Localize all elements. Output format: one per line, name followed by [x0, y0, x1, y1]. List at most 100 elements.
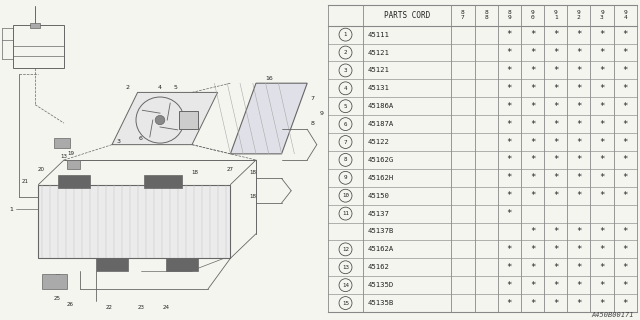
Text: 9: 9 [320, 111, 324, 116]
Text: *: * [599, 102, 605, 111]
Text: *: * [576, 66, 582, 75]
Text: *: * [553, 299, 558, 308]
Text: 1: 1 [344, 32, 348, 37]
Text: 7: 7 [310, 96, 314, 101]
Text: 8: 8 [344, 157, 348, 162]
Text: 13: 13 [61, 155, 67, 159]
Text: *: * [553, 84, 558, 93]
Text: 18: 18 [192, 170, 198, 175]
Text: *: * [553, 102, 558, 111]
Text: *: * [553, 281, 558, 290]
Text: *: * [599, 227, 605, 236]
Text: *: * [599, 30, 605, 39]
Text: 45187A: 45187A [367, 121, 394, 127]
Text: *: * [576, 48, 582, 57]
Text: *: * [553, 156, 558, 164]
Text: 4: 4 [344, 86, 348, 91]
Text: 10: 10 [342, 193, 349, 198]
Text: *: * [507, 209, 512, 218]
Bar [96, 258, 128, 271]
Text: *: * [576, 173, 582, 182]
Bar [13, 25, 64, 68]
Text: *: * [507, 48, 512, 57]
Text: *: * [623, 120, 628, 129]
Text: 14: 14 [342, 283, 349, 288]
Circle shape [155, 116, 165, 125]
Text: 45162: 45162 [367, 264, 389, 270]
Text: *: * [530, 48, 535, 57]
Text: 7: 7 [344, 140, 348, 145]
Text: 19: 19 [67, 151, 74, 156]
Text: 13: 13 [342, 265, 349, 270]
Text: *: * [623, 173, 628, 182]
Text: *: * [599, 245, 605, 254]
Text: *: * [599, 48, 605, 57]
Text: 14: 14 [70, 161, 77, 165]
Polygon shape [230, 83, 307, 154]
Text: 12: 12 [342, 247, 349, 252]
Text: *: * [507, 102, 512, 111]
Bar [38, 185, 230, 258]
Text: *: * [530, 227, 535, 236]
Text: 45122: 45122 [367, 139, 389, 145]
Text: *: * [623, 299, 628, 308]
Text: 21: 21 [22, 179, 29, 184]
Text: 11: 11 [342, 211, 349, 216]
Text: *: * [623, 156, 628, 164]
Text: 18: 18 [250, 194, 256, 199]
Text: *: * [576, 138, 582, 147]
Text: *: * [599, 173, 605, 182]
Text: *: * [530, 299, 535, 308]
Text: 2: 2 [126, 85, 130, 90]
Text: *: * [576, 102, 582, 111]
Text: *: * [599, 191, 605, 200]
Text: 27: 27 [227, 167, 234, 172]
Text: *: * [576, 84, 582, 93]
Text: *: * [553, 66, 558, 75]
Text: 25: 25 [54, 296, 61, 301]
Text: 8
9: 8 9 [508, 11, 511, 20]
Text: *: * [530, 156, 535, 164]
Text: *: * [599, 156, 605, 164]
Text: *: * [576, 245, 582, 254]
Bar [67, 160, 80, 169]
Text: 9
3: 9 3 [600, 11, 604, 20]
Text: *: * [507, 245, 512, 254]
Text: 45162G: 45162G [367, 157, 394, 163]
Text: *: * [530, 245, 535, 254]
Text: *: * [507, 138, 512, 147]
Text: *: * [623, 191, 628, 200]
Bar [31, 23, 40, 28]
Text: PARTS CORD: PARTS CORD [384, 11, 431, 20]
Text: *: * [553, 263, 558, 272]
Text: 9
0: 9 0 [531, 11, 534, 20]
Text: *: * [576, 120, 582, 129]
Text: 16: 16 [265, 76, 273, 81]
Text: *: * [553, 245, 558, 254]
Text: 1: 1 [9, 207, 13, 212]
Text: *: * [530, 138, 535, 147]
Text: *: * [530, 84, 535, 93]
Text: 8
7: 8 7 [461, 11, 465, 20]
Text: 45137B: 45137B [367, 228, 394, 235]
Text: 45135D: 45135D [367, 282, 394, 288]
Text: 23: 23 [138, 305, 144, 310]
Text: 45137: 45137 [367, 211, 389, 217]
Text: 45131: 45131 [367, 85, 389, 91]
Text: 45121: 45121 [367, 50, 389, 56]
Text: *: * [507, 173, 512, 182]
Text: *: * [599, 138, 605, 147]
Text: 4: 4 [158, 85, 162, 90]
Text: 45186A: 45186A [367, 103, 394, 109]
Text: 17: 17 [61, 139, 67, 144]
Text: *: * [553, 173, 558, 182]
Text: *: * [576, 30, 582, 39]
Text: *: * [530, 30, 535, 39]
Text: 6: 6 [344, 122, 348, 127]
Text: 5: 5 [174, 85, 178, 90]
Text: 2: 2 [344, 50, 348, 55]
Text: 3: 3 [116, 139, 120, 144]
Text: A450B00171: A450B00171 [591, 312, 634, 318]
Text: *: * [623, 138, 628, 147]
Text: *: * [623, 245, 628, 254]
